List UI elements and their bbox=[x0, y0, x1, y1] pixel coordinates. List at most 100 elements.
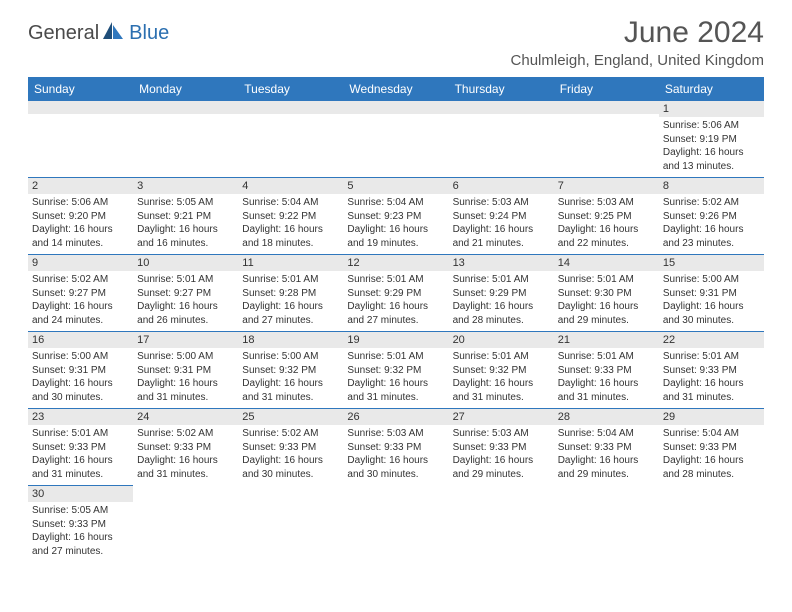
empty-day-bar bbox=[343, 100, 448, 114]
title-location: Chulmleigh, England, United Kingdom bbox=[511, 52, 764, 69]
empty-day-bar bbox=[133, 485, 238, 507]
calendar-cell bbox=[133, 100, 238, 177]
calendar-cell bbox=[238, 100, 343, 177]
calendar-cell: 13Sunrise: 5:01 AMSunset: 9:29 PMDayligh… bbox=[449, 254, 554, 331]
calendar-cell bbox=[554, 100, 659, 177]
calendar-cell bbox=[343, 485, 448, 562]
day-number: 21 bbox=[554, 331, 659, 348]
empty-day-bar bbox=[554, 485, 659, 507]
calendar-cell: 29Sunrise: 5:04 AMSunset: 9:33 PMDayligh… bbox=[659, 408, 764, 485]
day-number: 19 bbox=[343, 331, 448, 348]
day-header: Saturday bbox=[659, 78, 764, 101]
day-details: Sunrise: 5:04 AMSunset: 9:22 PMDaylight:… bbox=[238, 194, 343, 254]
day-number: 8 bbox=[659, 177, 764, 194]
day-details: Sunrise: 5:03 AMSunset: 9:33 PMDaylight:… bbox=[449, 425, 554, 485]
day-details: Sunrise: 5:01 AMSunset: 9:29 PMDaylight:… bbox=[449, 271, 554, 331]
day-number: 6 bbox=[449, 177, 554, 194]
calendar-week: 30Sunrise: 5:05 AMSunset: 9:33 PMDayligh… bbox=[28, 485, 764, 562]
calendar-cell: 2Sunrise: 5:06 AMSunset: 9:20 PMDaylight… bbox=[28, 177, 133, 254]
day-number: 30 bbox=[28, 485, 133, 502]
calendar-cell bbox=[238, 485, 343, 562]
calendar-week: 9Sunrise: 5:02 AMSunset: 9:27 PMDaylight… bbox=[28, 254, 764, 331]
day-number: 25 bbox=[238, 408, 343, 425]
calendar-cell bbox=[133, 485, 238, 562]
empty-day-bar bbox=[659, 485, 764, 507]
empty-day-bar bbox=[238, 485, 343, 507]
day-number: 15 bbox=[659, 254, 764, 271]
day-number: 3 bbox=[133, 177, 238, 194]
day-number: 5 bbox=[343, 177, 448, 194]
day-details: Sunrise: 5:04 AMSunset: 9:33 PMDaylight:… bbox=[659, 425, 764, 485]
calendar-cell bbox=[449, 485, 554, 562]
calendar-cell bbox=[554, 485, 659, 562]
calendar-cell: 28Sunrise: 5:04 AMSunset: 9:33 PMDayligh… bbox=[554, 408, 659, 485]
day-details: Sunrise: 5:05 AMSunset: 9:21 PMDaylight:… bbox=[133, 194, 238, 254]
empty-day-bar bbox=[449, 100, 554, 114]
calendar-header-row: SundayMondayTuesdayWednesdayThursdayFrid… bbox=[28, 78, 764, 101]
calendar-cell: 30Sunrise: 5:05 AMSunset: 9:33 PMDayligh… bbox=[28, 485, 133, 562]
calendar-cell: 16Sunrise: 5:00 AMSunset: 9:31 PMDayligh… bbox=[28, 331, 133, 408]
day-header: Wednesday bbox=[343, 78, 448, 101]
calendar-cell: 11Sunrise: 5:01 AMSunset: 9:28 PMDayligh… bbox=[238, 254, 343, 331]
day-number: 28 bbox=[554, 408, 659, 425]
day-number: 17 bbox=[133, 331, 238, 348]
calendar-table: SundayMondayTuesdayWednesdayThursdayFrid… bbox=[28, 77, 764, 562]
day-details: Sunrise: 5:01 AMSunset: 9:33 PMDaylight:… bbox=[659, 348, 764, 408]
day-details: Sunrise: 5:00 AMSunset: 9:31 PMDaylight:… bbox=[28, 348, 133, 408]
empty-day-bar bbox=[343, 485, 448, 507]
day-number: 23 bbox=[28, 408, 133, 425]
calendar-cell: 17Sunrise: 5:00 AMSunset: 9:31 PMDayligh… bbox=[133, 331, 238, 408]
logo-text-general: General bbox=[28, 22, 99, 45]
day-details: Sunrise: 5:01 AMSunset: 9:29 PMDaylight:… bbox=[343, 271, 448, 331]
calendar-cell: 22Sunrise: 5:01 AMSunset: 9:33 PMDayligh… bbox=[659, 331, 764, 408]
day-number: 10 bbox=[133, 254, 238, 271]
calendar-cell: 12Sunrise: 5:01 AMSunset: 9:29 PMDayligh… bbox=[343, 254, 448, 331]
calendar-body: 1Sunrise: 5:06 AMSunset: 9:19 PMDaylight… bbox=[28, 100, 764, 562]
day-number: 4 bbox=[238, 177, 343, 194]
empty-day-bar bbox=[554, 100, 659, 114]
day-number: 2 bbox=[28, 177, 133, 194]
day-number: 27 bbox=[449, 408, 554, 425]
calendar-cell: 1Sunrise: 5:06 AMSunset: 9:19 PMDaylight… bbox=[659, 100, 764, 177]
calendar-cell: 19Sunrise: 5:01 AMSunset: 9:32 PMDayligh… bbox=[343, 331, 448, 408]
logo: General Blue bbox=[28, 22, 169, 45]
day-header: Friday bbox=[554, 78, 659, 101]
day-details: Sunrise: 5:01 AMSunset: 9:30 PMDaylight:… bbox=[554, 271, 659, 331]
day-number: 12 bbox=[343, 254, 448, 271]
day-number: 20 bbox=[449, 331, 554, 348]
day-details: Sunrise: 5:01 AMSunset: 9:32 PMDaylight:… bbox=[343, 348, 448, 408]
day-details: Sunrise: 5:03 AMSunset: 9:25 PMDaylight:… bbox=[554, 194, 659, 254]
calendar-cell bbox=[659, 485, 764, 562]
title-block: June 2024 Chulmleigh, England, United Ki… bbox=[511, 16, 764, 69]
day-number: 7 bbox=[554, 177, 659, 194]
calendar-cell: 10Sunrise: 5:01 AMSunset: 9:27 PMDayligh… bbox=[133, 254, 238, 331]
calendar-cell: 4Sunrise: 5:04 AMSunset: 9:22 PMDaylight… bbox=[238, 177, 343, 254]
day-number: 24 bbox=[133, 408, 238, 425]
day-details: Sunrise: 5:01 AMSunset: 9:33 PMDaylight:… bbox=[28, 425, 133, 485]
calendar-cell bbox=[343, 100, 448, 177]
calendar-cell: 6Sunrise: 5:03 AMSunset: 9:24 PMDaylight… bbox=[449, 177, 554, 254]
day-details: Sunrise: 5:03 AMSunset: 9:24 PMDaylight:… bbox=[449, 194, 554, 254]
day-details: Sunrise: 5:02 AMSunset: 9:33 PMDaylight:… bbox=[238, 425, 343, 485]
calendar-cell: 26Sunrise: 5:03 AMSunset: 9:33 PMDayligh… bbox=[343, 408, 448, 485]
logo-text-blue: Blue bbox=[129, 22, 169, 45]
day-details: Sunrise: 5:06 AMSunset: 9:19 PMDaylight:… bbox=[659, 117, 764, 177]
calendar-week: 16Sunrise: 5:00 AMSunset: 9:31 PMDayligh… bbox=[28, 331, 764, 408]
day-details: Sunrise: 5:00 AMSunset: 9:32 PMDaylight:… bbox=[238, 348, 343, 408]
calendar-cell: 3Sunrise: 5:05 AMSunset: 9:21 PMDaylight… bbox=[133, 177, 238, 254]
day-number: 13 bbox=[449, 254, 554, 271]
day-number: 1 bbox=[659, 100, 764, 117]
calendar-cell: 5Sunrise: 5:04 AMSunset: 9:23 PMDaylight… bbox=[343, 177, 448, 254]
day-details: Sunrise: 5:02 AMSunset: 9:27 PMDaylight:… bbox=[28, 271, 133, 331]
title-month: June 2024 bbox=[511, 16, 764, 50]
calendar-cell: 18Sunrise: 5:00 AMSunset: 9:32 PMDayligh… bbox=[238, 331, 343, 408]
day-number: 18 bbox=[238, 331, 343, 348]
calendar-cell bbox=[28, 100, 133, 177]
day-number: 29 bbox=[659, 408, 764, 425]
day-details: Sunrise: 5:05 AMSunset: 9:33 PMDaylight:… bbox=[28, 502, 133, 562]
calendar-cell: 25Sunrise: 5:02 AMSunset: 9:33 PMDayligh… bbox=[238, 408, 343, 485]
calendar-cell: 15Sunrise: 5:00 AMSunset: 9:31 PMDayligh… bbox=[659, 254, 764, 331]
header: General Blue June 2024 Chulmleigh, Engla… bbox=[28, 16, 764, 69]
calendar-cell bbox=[449, 100, 554, 177]
calendar-week: 2Sunrise: 5:06 AMSunset: 9:20 PMDaylight… bbox=[28, 177, 764, 254]
